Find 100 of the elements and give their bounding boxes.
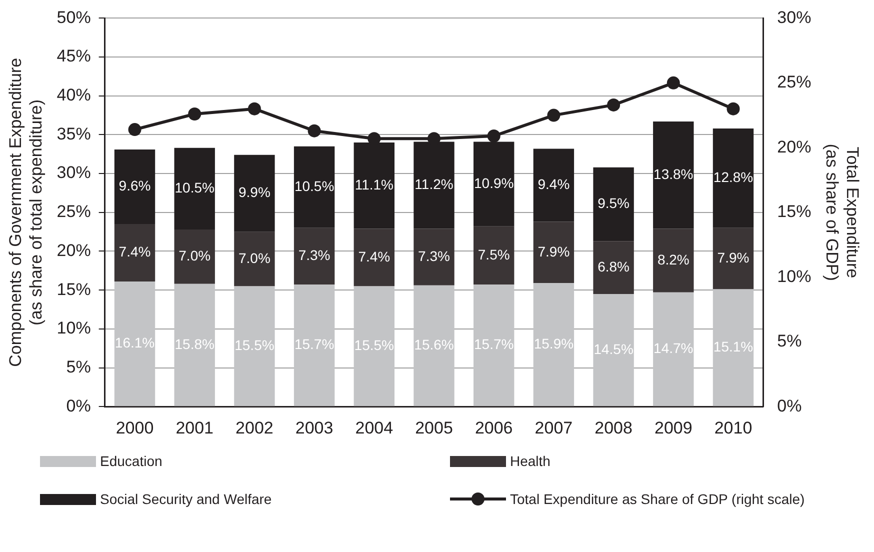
point	[607, 98, 620, 112]
bar	[294, 284, 335, 406]
bar	[174, 148, 215, 230]
data-label: 7.9%	[717, 249, 750, 266]
bar	[174, 229, 215, 284]
data-label: 13.8%	[654, 166, 694, 182]
data-label: 6.8%	[598, 258, 630, 274]
data-label: 7.0%	[178, 248, 211, 264]
data-label: 9.5%	[598, 195, 630, 212]
bar	[174, 284, 215, 406]
bar	[712, 128, 754, 228]
data-label: 15.1%	[713, 338, 754, 355]
bar	[414, 285, 454, 406]
x-tick-label: 2001	[176, 418, 214, 438]
bar	[593, 241, 634, 294]
data-label: 7.3%	[298, 247, 330, 264]
data-label: 16.1%	[114, 334, 155, 351]
x-tick-label: 2008	[594, 418, 632, 438]
bar	[533, 222, 574, 284]
y-tick-label: 30%	[56, 163, 91, 182]
data-label: 15.6%	[414, 336, 454, 353]
data-label: 7.3%	[418, 248, 450, 264]
data-label: 10.5%	[294, 178, 334, 194]
bar	[533, 148, 574, 222]
bar	[653, 228, 694, 292]
data-label: 7.4%	[118, 244, 151, 260]
point	[128, 123, 142, 136]
y-axis-title: Components of Government Expenditure (as share of total expenditure)	[6, 58, 46, 367]
bar	[593, 294, 634, 406]
y-tick-label: 50%	[56, 8, 91, 27]
data-label: 8.2%	[657, 251, 690, 268]
x-tick-label: 2009	[654, 418, 692, 438]
bar	[593, 167, 634, 242]
data-label: 9.9%	[238, 184, 270, 200]
bar	[294, 228, 335, 285]
y2-tick-label: 5%	[777, 332, 802, 351]
x-tick-label: 2000	[116, 418, 154, 438]
data-label: 15.7%	[474, 336, 514, 352]
data-label: 9.6%	[118, 178, 151, 194]
y2-tick-label: 10%	[777, 266, 812, 286]
legend-label: Social Security and Welfare	[100, 491, 272, 507]
y2-tick-label: 15%	[777, 202, 812, 222]
y-tick-label: 25%	[56, 202, 91, 222]
y-tick-label: 45%	[56, 46, 91, 66]
data-label: 15.8%	[174, 336, 214, 352]
y-tick-label: 40%	[56, 86, 91, 105]
y-tick-label: 20%	[56, 240, 91, 260]
bar	[712, 228, 754, 290]
bar	[354, 286, 394, 406]
x-tick-label: 2005	[415, 418, 453, 438]
x-tick-label: 2002	[236, 418, 274, 438]
data-label: 9.4%	[538, 176, 570, 192]
bar	[653, 122, 694, 229]
point	[726, 102, 740, 116]
y2-tick-label: 25%	[777, 72, 812, 92]
y2-tick-label: 0%	[777, 396, 802, 416]
data-label: 7.5%	[478, 246, 510, 262]
y-tick-label: 5%	[66, 357, 91, 376]
data-label: 15.9%	[534, 335, 574, 352]
bar	[234, 232, 275, 286]
y-tick-label: 15%	[56, 280, 91, 299]
bar	[533, 283, 574, 406]
data-label: 11.1%	[354, 176, 394, 192]
legend-label: Education	[100, 453, 162, 469]
x-tick-label: 2010	[714, 418, 752, 438]
data-label: 15.5%	[234, 337, 274, 354]
legend-label: Health	[510, 453, 550, 469]
point	[188, 108, 202, 121]
bar	[653, 292, 694, 406]
data-label: 7.4%	[358, 248, 390, 264]
data-label: 14.5%	[594, 340, 634, 357]
bar	[234, 286, 275, 406]
data-label: 14.7%	[654, 340, 694, 356]
point	[547, 108, 560, 122]
bar	[474, 284, 514, 406]
x-tick-label: 2004	[355, 418, 394, 438]
bar	[712, 289, 754, 406]
y-tick-label: 0%	[66, 396, 91, 416]
data-label: 15.5%	[354, 337, 394, 354]
point	[248, 102, 261, 116]
bar	[414, 228, 454, 286]
y2-tick-label: 30%	[777, 8, 812, 27]
y2-axis-title: Total Expenditure (as share of GDP)	[822, 144, 862, 281]
y-tick-label: 10%	[56, 318, 91, 338]
x-tick-label: 2003	[295, 418, 334, 438]
data-label: 7.9%	[538, 243, 570, 260]
data-label: 11.2%	[414, 176, 454, 192]
x-tick-label: 2007	[534, 418, 573, 438]
data-label: 7.0%	[238, 250, 270, 266]
data-label: 10.5%	[174, 180, 214, 196]
bar	[354, 228, 394, 286]
bar	[234, 154, 275, 232]
bar	[114, 282, 156, 406]
point	[487, 130, 500, 143]
point	[308, 124, 321, 138]
legend-label: Total Expenditure as Share of GDP (right scale)	[510, 491, 805, 507]
data-label: 15.7%	[294, 336, 334, 352]
y2-tick-label: 20%	[777, 137, 812, 156]
y-tick-label: 35%	[56, 124, 91, 144]
bar	[294, 146, 335, 228]
